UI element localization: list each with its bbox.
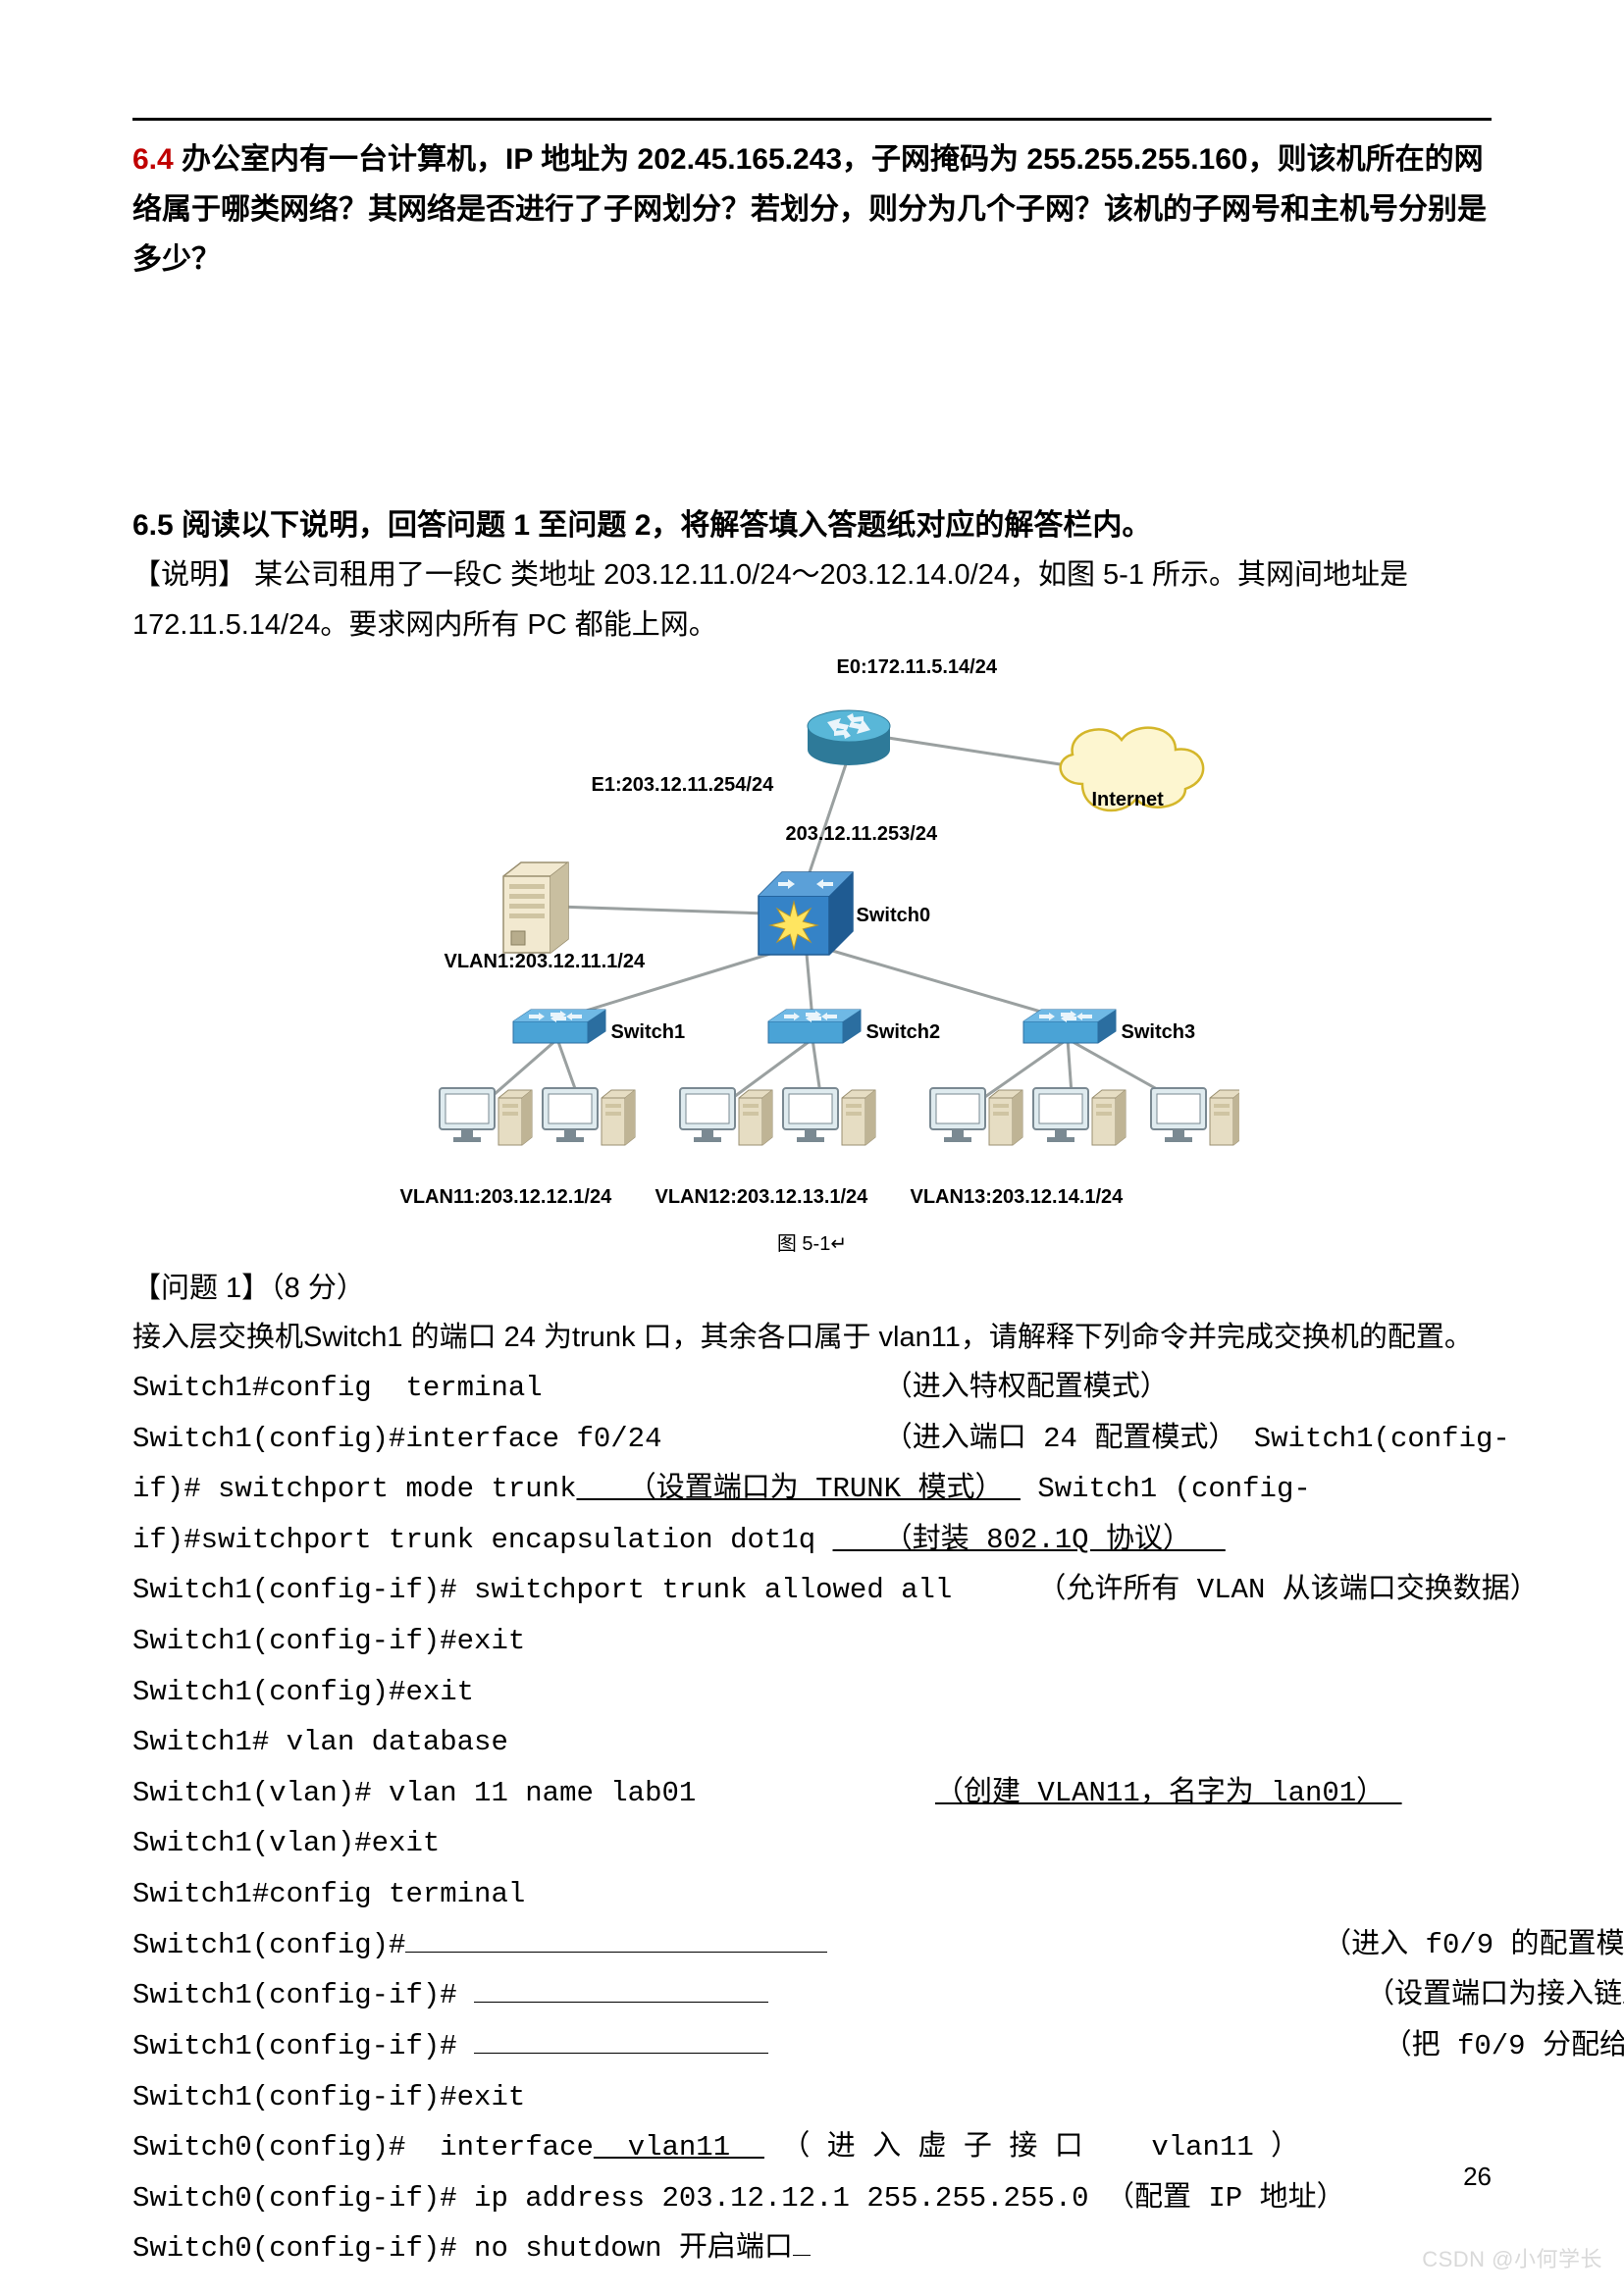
question-6-4: 6.4 办公室内有一台计算机，IP 地址为 202.45.165.243，子网掩… <box>132 134 1492 285</box>
diagram-svg <box>386 656 1239 1206</box>
page-number: 26 <box>1463 2162 1492 2192</box>
problem-1-config: Switch1#config terminal （进入特权配置模式）Switch… <box>132 1363 1492 2274</box>
question-6-4-number: 6.4 <box>132 143 174 176</box>
top-rule <box>132 118 1492 121</box>
question-6-5-description: 【说明】 某公司租用了一段C 类地址 203.12.11.0/24～203.12… <box>132 550 1492 651</box>
label-sw0-ip: 203.12.11.253/24 <box>786 823 938 846</box>
spacer <box>132 285 1492 500</box>
label-vlan12: VLAN12:203.12.13.1/24 <box>655 1186 868 1209</box>
label-sw2: Switch2 <box>866 1021 941 1044</box>
label-e0: E0:172.11.5.14/24 <box>837 656 997 679</box>
network-diagram: E0:172.11.5.14/24 E1:203.12.11.254/24 In… <box>386 656 1239 1226</box>
watermark: CSDN @小何学长 <box>1422 2242 1602 2273</box>
problem-1-title: 【问题 1】（8 分） <box>132 1264 1492 1314</box>
figure-caption: 图 5-1↵ <box>132 1227 1492 1256</box>
question-6-5-heading: 6.5 阅读以下说明，回答问题 1 至问题 2，将解答填入答题纸对应的解答栏内。 <box>132 500 1492 550</box>
page: 6.4 办公室内有一台计算机，IP 地址为 202.45.165.243，子网掩… <box>0 0 1624 2295</box>
label-vlan13: VLAN13:203.12.14.1/24 <box>911 1186 1124 1209</box>
label-e1: E1:203.12.11.254/24 <box>592 774 774 797</box>
label-sw0: Switch0 <box>857 905 931 927</box>
problem-1-intro: 接入层交换机Switch1 的端口 24 为trunk 口，其余各口属于 vla… <box>132 1313 1492 1363</box>
label-sw1: Switch1 <box>611 1021 686 1044</box>
label-vlan1: VLAN1:203.12.11.1/24 <box>445 951 646 973</box>
question-6-4-text: 办公室内有一台计算机，IP 地址为 202.45.165.243，子网掩码为 2… <box>132 143 1487 276</box>
label-vlan11: VLAN11:203.12.12.1/24 <box>400 1186 612 1209</box>
label-internet: Internet <box>1092 789 1164 811</box>
label-sw3: Switch3 <box>1122 1021 1196 1044</box>
figure-wrap: E0:172.11.5.14/24 E1:203.12.11.254/24 In… <box>132 656 1492 1226</box>
